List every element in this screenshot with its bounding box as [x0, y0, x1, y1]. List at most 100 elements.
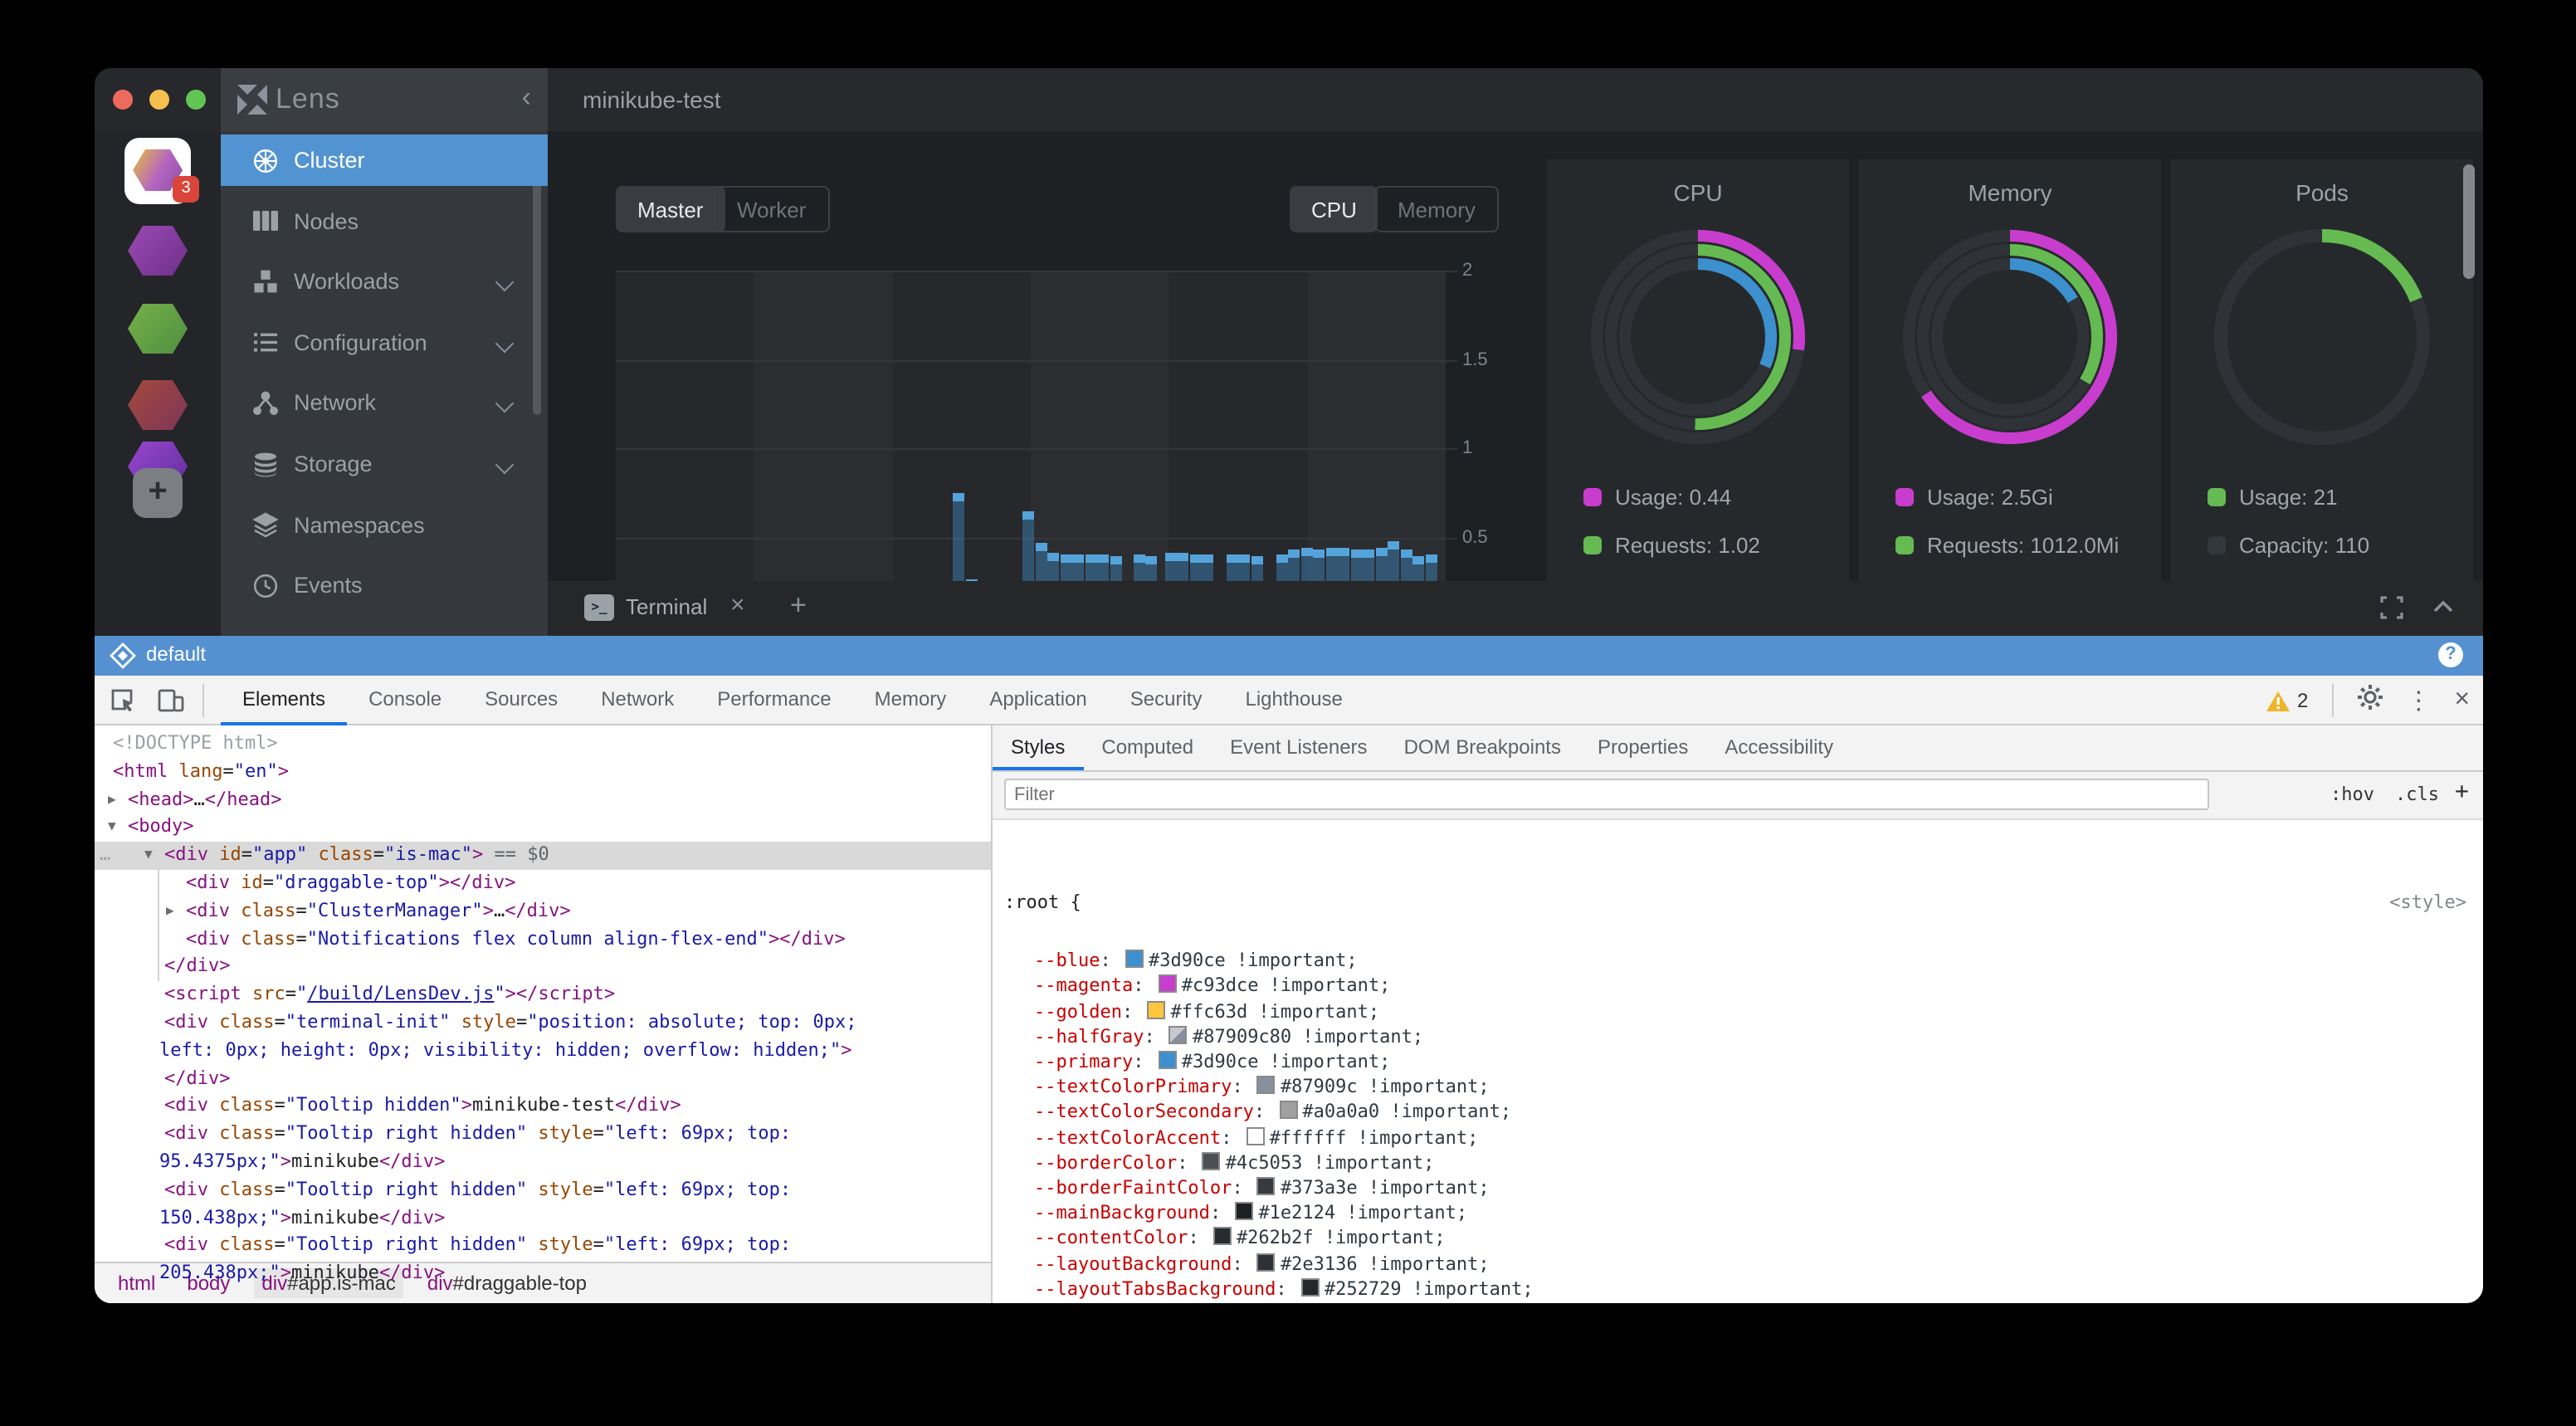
- bar-datapoint[interactable]: [1375, 548, 1387, 581]
- bar-datapoint[interactable]: [1363, 549, 1374, 581]
- inspect-element-icon[interactable]: [108, 686, 138, 715]
- sidebar-item-storage[interactable]: Storage: [221, 438, 548, 490]
- dom-tree-row[interactable]: </div>: [95, 954, 991, 982]
- dom-tree-row[interactable]: <div class="Tooltip hidden">minikube-tes…: [95, 1093, 991, 1121]
- traffic-light-minimize[interactable]: [149, 90, 169, 110]
- dom-tree-row[interactable]: <div class="Notifications flex column al…: [95, 925, 991, 954]
- dom-tree-row[interactable]: 205.438px;">minikube</div>: [95, 1260, 991, 1288]
- bar-datapoint[interactable]: [1189, 554, 1201, 581]
- css-variable-row[interactable]: --layoutTabsBackground: #252729 !importa…: [1034, 1277, 1534, 1300]
- color-swatch[interactable]: [1158, 1051, 1177, 1069]
- tab-performance[interactable]: Performance: [717, 687, 832, 711]
- cluster-item-cluster-minikube-test[interactable]: [124, 138, 191, 204]
- css-variable-row[interactable]: --borderFaintColor: #373a3e !important;: [1034, 1177, 1490, 1199]
- bar-datapoint[interactable]: [1412, 555, 1424, 581]
- tab-console[interactable]: Console: [368, 687, 442, 711]
- bar-datapoint[interactable]: [1400, 549, 1412, 581]
- bar-datapoint[interactable]: [1202, 554, 1213, 581]
- node-tab-master[interactable]: Master: [616, 186, 725, 232]
- css-variable-row[interactable]: --primary: #3d90ce !important;: [1034, 1051, 1391, 1072]
- dom-tree-row[interactable]: <html lang="en">: [95, 759, 991, 787]
- bar-datapoint[interactable]: [1226, 554, 1237, 581]
- bar-datapoint[interactable]: [1085, 554, 1096, 581]
- color-swatch[interactable]: [1300, 1277, 1320, 1297]
- bar-datapoint[interactable]: [1350, 549, 1362, 581]
- bar-datapoint[interactable]: [1164, 553, 1176, 581]
- bar-datapoint[interactable]: [1097, 554, 1109, 581]
- breadcrumb-item[interactable]: div#draggable-top: [427, 1272, 587, 1295]
- chevron-down-icon[interactable]: [495, 273, 515, 292]
- styles-tab-styles[interactable]: Styles: [993, 725, 1083, 770]
- tree-collapsed-arrow-icon[interactable]: ▶: [108, 791, 116, 807]
- tab-application[interactable]: Application: [989, 687, 1087, 711]
- color-swatch[interactable]: [1246, 1126, 1265, 1145]
- color-swatch[interactable]: [1212, 1227, 1232, 1246]
- kebab-menu-icon[interactable]: ⋮: [2406, 687, 2432, 715]
- new-style-rule-button[interactable]: +: [2455, 779, 2469, 805]
- css-variable-row[interactable]: --golden: #ffc63d !important;: [1034, 1000, 1380, 1023]
- metric-tab-memory[interactable]: Memory: [1374, 186, 1499, 232]
- styles-tab-computed[interactable]: Computed: [1101, 735, 1194, 759]
- dom-tree-row[interactable]: <div class="Tooltip right hidden" style=…: [95, 1233, 991, 1261]
- tab-lighthouse[interactable]: Lighthouse: [1245, 687, 1343, 711]
- content-scrollbar[interactable]: [2463, 164, 2475, 279]
- css-variable-row[interactable]: --textColorPrimary: #87909c !important;: [1034, 1076, 1490, 1098]
- dom-tree-row[interactable]: <div class="Tooltip right hidden" style=…: [95, 1177, 991, 1205]
- styles-filter-input[interactable]: [1004, 779, 2209, 810]
- settings-gear-icon[interactable]: [2356, 683, 2383, 718]
- node-tab-worker[interactable]: Worker: [714, 186, 830, 232]
- dom-tree-row[interactable]: <div class="Tooltip right hidden" style=…: [95, 1121, 991, 1149]
- cluster-item-cluster-3[interactable]: [128, 304, 188, 354]
- breadcrumb-item[interactable]: div#app.is-mac: [253, 1268, 404, 1298]
- breadcrumb-item[interactable]: html: [118, 1272, 156, 1295]
- sidebar-collapse-button[interactable]: ‹: [521, 81, 531, 113]
- bar-datapoint[interactable]: [1072, 554, 1084, 581]
- css-variable-row[interactable]: --halfGray: #87909c80 !important;: [1034, 1025, 1424, 1048]
- color-swatch[interactable]: [1147, 1000, 1166, 1019]
- sidebar-item-cluster[interactable]: Cluster: [221, 134, 548, 186]
- chevron-down-icon[interactable]: [495, 455, 515, 475]
- breadcrumb-item[interactable]: body: [187, 1272, 231, 1295]
- metric-tab-cpu[interactable]: CPU: [1290, 186, 1378, 232]
- sidebar-item-configuration[interactable]: Configuration: [221, 317, 548, 369]
- dom-tree-row[interactable]: ▼ <body>: [95, 814, 991, 842]
- traffic-light-close[interactable]: [113, 90, 133, 110]
- tree-collapsed-arrow-icon[interactable]: ▶: [166, 902, 174, 918]
- bar-datapoint[interactable]: [1145, 555, 1157, 581]
- css-variable-row[interactable]: --textColorAccent: #ffffff !important;: [1034, 1126, 1479, 1149]
- sidebar-item-workloads[interactable]: Workloads: [221, 256, 548, 307]
- css-variable-row[interactable]: --magenta: #c93dce !important;: [1034, 974, 1391, 997]
- css-variable-row[interactable]: --textColorSecondary: #a0a0a0 !important…: [1034, 1101, 1512, 1123]
- dom-tree-row[interactable]: left: 0px; height: 0px; visibility: hidd…: [95, 1038, 991, 1066]
- sidebar-item-namespaces[interactable]: Namespaces: [221, 499, 548, 550]
- color-swatch[interactable]: [1168, 1025, 1188, 1044]
- bar-datapoint[interactable]: [1251, 555, 1262, 581]
- dom-tree-row[interactable]: </div>: [95, 1065, 991, 1093]
- chevron-down-icon[interactable]: [495, 394, 515, 414]
- sidebar-item-nodes[interactable]: Nodes: [221, 195, 548, 247]
- console-warnings-button[interactable]: 2: [2266, 689, 2308, 712]
- terminal-tab[interactable]: Terminal: [626, 594, 708, 619]
- bar-datapoint[interactable]: [1388, 541, 1399, 581]
- dom-tree-row[interactable]: 95.4375px;">minikube</div>: [95, 1149, 991, 1177]
- css-variable-row[interactable]: --mainBackground: #1e2124 !important;: [1034, 1202, 1468, 1224]
- css-variable-row[interactable]: --blue: #3d90ce !important;: [1034, 950, 1358, 972]
- dom-tree-row[interactable]: … ▼ <div id="app" class="is-mac"> == $0: [95, 842, 991, 870]
- bar-datapoint[interactable]: [1022, 510, 1034, 581]
- bar-datapoint[interactable]: [952, 493, 964, 581]
- namespace-selector[interactable]: default: [146, 642, 207, 666]
- sidebar-scrollbar[interactable]: [533, 139, 541, 415]
- dom-tree-row[interactable]: 150.438px;">minikube</div>: [95, 1204, 991, 1233]
- bar-datapoint[interactable]: [1060, 554, 1071, 581]
- color-swatch[interactable]: [1158, 974, 1177, 994]
- tree-expanded-arrow-icon[interactable]: ▼: [144, 847, 153, 862]
- devtools-close-icon[interactable]: ×: [2454, 686, 2470, 714]
- cluster-item-cluster-4[interactable]: [128, 380, 188, 430]
- styles-tab-dom-breakpoints[interactable]: DOM Breakpoints: [1403, 735, 1561, 759]
- css-variable-row[interactable]: --contentColor: #262b2f !important;: [1034, 1227, 1446, 1249]
- overflow-dots-icon[interactable]: …: [100, 843, 111, 866]
- terminal-fullscreen-icon[interactable]: [2380, 596, 2403, 619]
- tree-expanded-arrow-icon[interactable]: ▼: [108, 818, 116, 834]
- terminal-add-icon[interactable]: +: [790, 589, 807, 621]
- dom-tree-row[interactable]: <div class="terminal-init" style="positi…: [95, 1009, 991, 1038]
